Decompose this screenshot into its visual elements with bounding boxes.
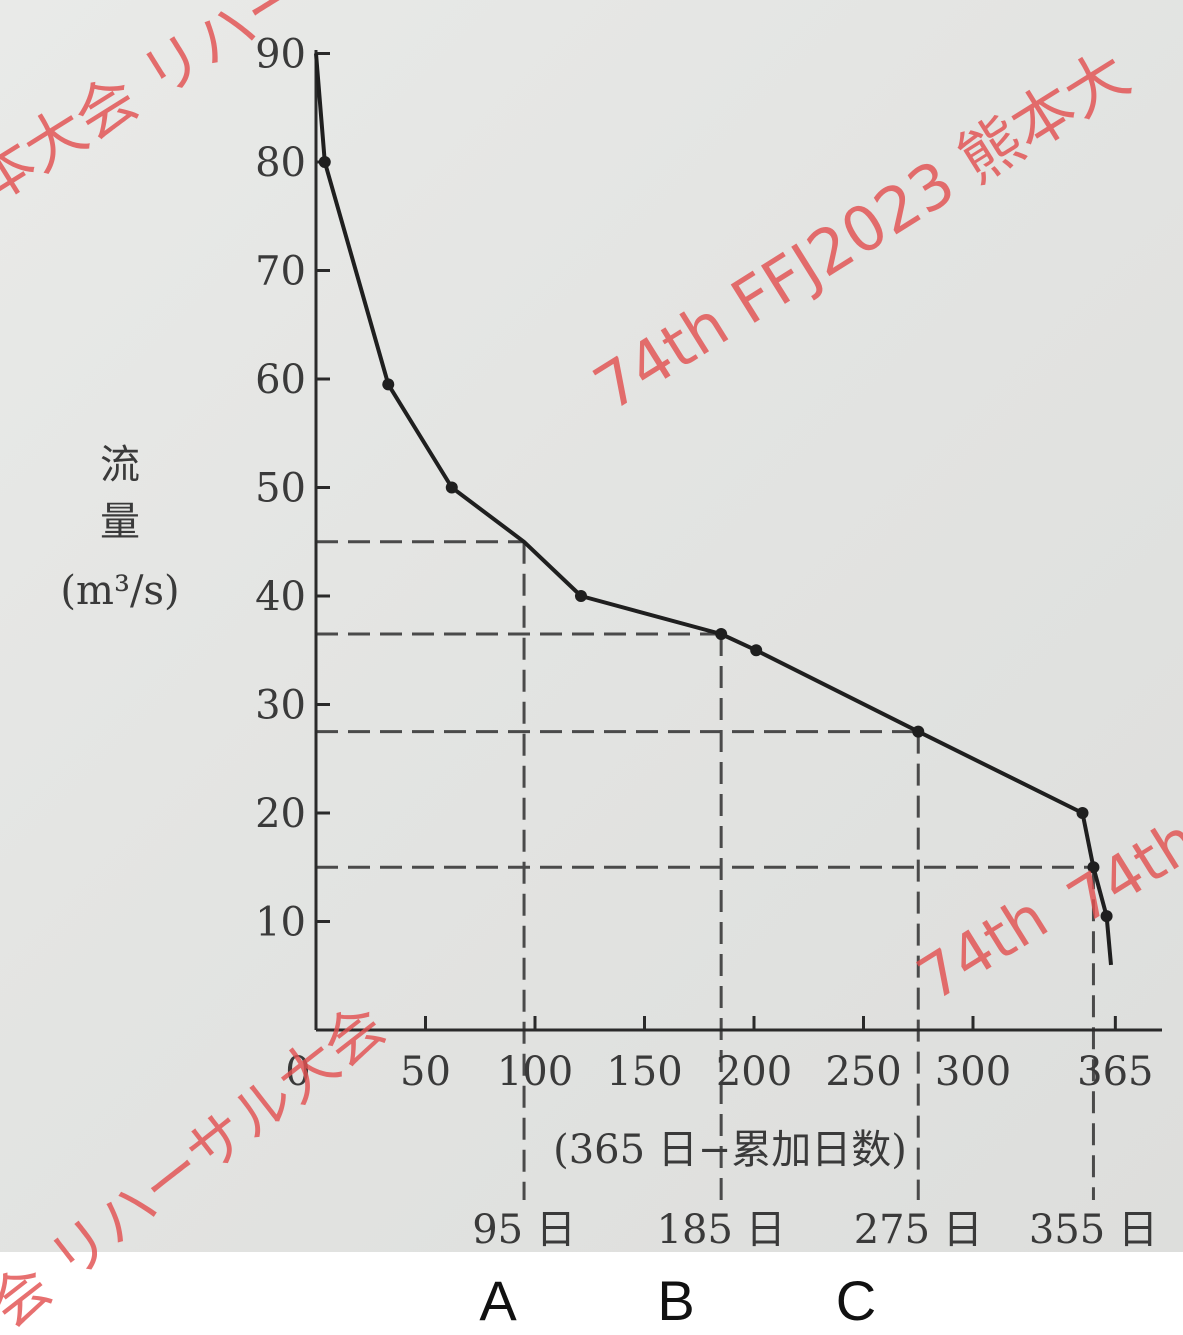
curve-point	[1087, 861, 1100, 874]
curve-point	[750, 644, 763, 657]
curve-point	[1100, 910, 1113, 923]
y-tick-label: 90	[255, 32, 306, 78]
reference-day-label: 185 日	[657, 1207, 786, 1253]
watermark-top-left: 本大会 リハーサ	[0, 0, 369, 218]
curve-point	[445, 481, 458, 494]
watermark-right-mid: 74th FFJ	[1056, 749, 1183, 938]
y-tick-label: 40	[255, 574, 306, 620]
y-tick-label: 70	[255, 249, 306, 295]
chart-photo-background	[0, 0, 1183, 1252]
reference-day-label: 355 日	[1029, 1207, 1158, 1253]
watermark-top-right: 74th FFJ2023 熊本大	[581, 37, 1141, 425]
watermark-bottom-left: 会 リハーサル大会	[0, 991, 398, 1335]
curve-point	[1076, 807, 1089, 819]
reference-guides	[316, 540, 1095, 1200]
x-tick-label: 300	[935, 1049, 1011, 1095]
x-ticks: 0 50 100 150 200 250 300 365	[285, 1016, 1154, 1095]
y-tick-label: 20	[255, 791, 306, 837]
watermark-right-low: 74th	[906, 882, 1060, 1014]
x-tick-label: 50	[400, 1049, 451, 1095]
x-tick-label: 0	[285, 1049, 310, 1095]
y-ticks: 10 20 30 40 50 60 70 80 90	[255, 32, 330, 946]
option-letter-b: B	[657, 1269, 695, 1332]
y-tick-label: 30	[255, 683, 306, 729]
x-tick-label: 365	[1077, 1049, 1153, 1095]
x-tick-label: 150	[606, 1049, 682, 1095]
y-tick-label: 10	[255, 900, 306, 946]
reference-day-label: 275 日	[854, 1207, 983, 1253]
option-letter-a: A	[479, 1269, 517, 1332]
curve-point	[574, 590, 587, 602]
curve-point	[318, 156, 331, 168]
curve-markers	[318, 156, 1113, 923]
y-tick-label: 60	[255, 357, 306, 403]
y-axis-label-char-1: 流	[100, 442, 140, 488]
x-tick-label: 100	[497, 1049, 573, 1095]
y-tick-label: 80	[255, 140, 306, 186]
option-letter-c: C	[835, 1269, 877, 1332]
reference-day-labels: 95 日 185 日 275 日 355 日	[472, 1207, 1158, 1253]
x-tick-label: 200	[716, 1049, 792, 1095]
reference-day-label: 95 日	[472, 1207, 576, 1253]
y-axis-label-char-2: 量	[100, 499, 140, 545]
curve-point	[912, 725, 925, 738]
axes	[314, 50, 1162, 1032]
x-tick-label: 250	[825, 1049, 901, 1095]
x-axis-label: (365 日−累加日数)	[553, 1127, 907, 1173]
y-axis-label-unit: (m³/s)	[60, 568, 179, 614]
curve-point	[382, 378, 395, 391]
y-tick-label: 50	[255, 466, 306, 512]
curve-point	[715, 627, 728, 640]
